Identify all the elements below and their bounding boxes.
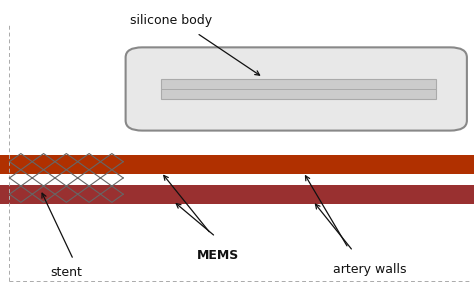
Bar [161,79,436,99]
FancyBboxPatch shape [126,47,467,131]
Text: stent: stent [50,266,82,279]
Text: artery walls: artery walls [333,263,407,276]
Bar [0,185,474,204]
Text: MEMS: MEMS [197,249,239,262]
Bar [0,155,474,174]
Text: silicone body: silicone body [129,13,212,27]
